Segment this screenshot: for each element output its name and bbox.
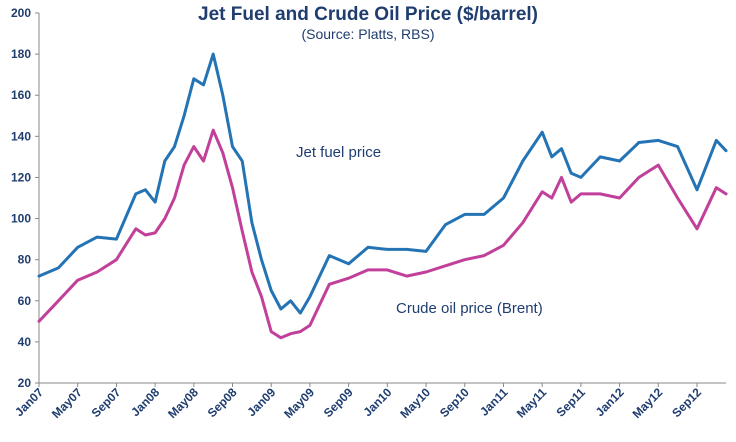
y-tick-label: 140 — [11, 129, 31, 143]
x-tick-label: May07 — [49, 385, 85, 421]
x-tick-label: May10 — [397, 385, 433, 421]
x-tick-label: Jan09 — [244, 385, 278, 419]
x-tick-label: Sep09 — [321, 385, 356, 420]
y-tick-label: 160 — [11, 88, 31, 102]
crude-oil-annotation: Crude oil price (Brent) — [396, 300, 543, 317]
series-layer — [37, 52, 728, 340]
x-tick-label: Sep07 — [89, 385, 124, 420]
y-tick-label: 180 — [11, 47, 31, 61]
x-tick-label: May08 — [165, 385, 201, 421]
x-tick-label: Jan08 — [128, 385, 162, 419]
chart-title: Jet Fuel and Crude Oil Price ($/barrel) — [198, 4, 538, 25]
crude-oil-series-line — [37, 128, 728, 340]
jet-fuel-annotation: Jet fuel price — [296, 144, 382, 161]
x-tick-label: Jan11 — [477, 385, 511, 419]
x-tick-labels: Jan07 May07 Sep07 Jan08 May08 Sep08 Jan09 May09… — [12, 383, 704, 421]
chart-axes: 20 40 60 80 100 120 140 160 180 200 — [11, 6, 726, 390]
chart-subtitle: (Source: Platts, RBS) — [301, 26, 435, 42]
x-tick-label: May12 — [630, 385, 666, 421]
x-tick-label: Sep10 — [437, 385, 472, 420]
y-tick-label: 80 — [18, 253, 32, 267]
x-tick-label: Sep08 — [205, 385, 240, 420]
y-tick-label: 120 — [11, 170, 31, 184]
x-tick-label: May09 — [281, 385, 317, 421]
x-tick-label: Jan12 — [593, 385, 627, 419]
jet-fuel-series-line — [37, 52, 728, 315]
x-tick-label: Jan07 — [12, 385, 46, 419]
y-tick-label: 20 — [18, 376, 32, 390]
x-tick-label: Sep12 — [669, 385, 704, 420]
x-tick-label: May11 — [514, 385, 550, 421]
y-tick-label: 100 — [11, 212, 31, 226]
y-tick-label: 60 — [18, 294, 32, 308]
x-tick-label: Jan10 — [360, 385, 394, 419]
y-tick-label: 200 — [11, 6, 31, 20]
y-tick-label: 40 — [18, 335, 32, 349]
x-tick-label: Sep11 — [554, 385, 589, 420]
